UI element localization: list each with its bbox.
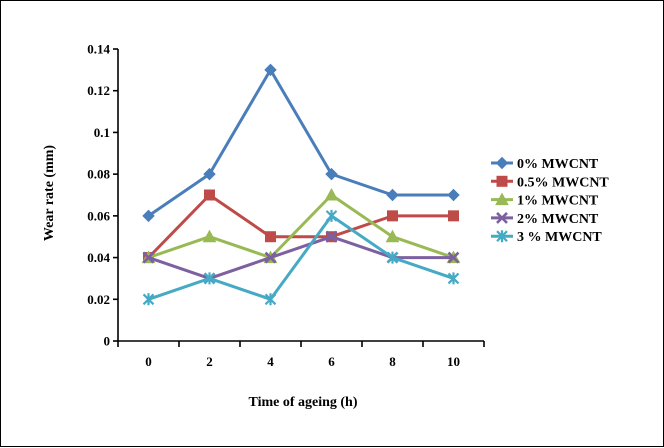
data-point [142, 251, 155, 264]
data-point [264, 63, 277, 77]
legend-item: 1% MWCNT [491, 192, 599, 209]
data-point [447, 251, 460, 264]
data-point [142, 209, 155, 223]
data-point [447, 272, 460, 285]
data-point [264, 251, 277, 264]
data-point [387, 210, 398, 222]
legend-marker [495, 192, 509, 206]
legend-item: 2% MWCNT [491, 212, 599, 227]
x-tick-label: 4 [267, 354, 274, 369]
series-line [147, 193, 454, 259]
legend-item: 3 % MWCNT [491, 230, 602, 245]
legend: 0% MWCNT 0.5% MWCNT 1% MWCNT 2% MWCNT 3 % MW… [491, 156, 609, 245]
x-tick-label: 2 [206, 354, 213, 369]
series-line [148, 214, 454, 301]
data-point [265, 231, 276, 243]
data-point [324, 187, 339, 201]
data-point [203, 167, 216, 181]
series-line [148, 235, 454, 280]
x-tick-label: 10 [447, 354, 460, 369]
y-axis: 0 0.02 0.04 0.06 0.08 0.1 0.12 0.14 [87, 42, 119, 349]
legend-label: 3 % MWCNT [517, 230, 602, 245]
y-tick-label: 0.08 [87, 167, 110, 182]
legend-marker [496, 175, 508, 187]
data-point [325, 230, 338, 243]
data-point [202, 229, 217, 243]
x-tick-label: 0 [145, 354, 152, 369]
y-tick-label: 0.04 [87, 250, 110, 265]
data-point [385, 229, 400, 243]
series-line [147, 68, 454, 218]
series-5 [142, 209, 460, 306]
data-point [325, 167, 338, 181]
series-3 [141, 187, 461, 264]
y-tick-label: 0 [104, 334, 111, 349]
legend-label: 0% MWCNT [517, 157, 599, 172]
y-tick-label: 0.1 [94, 125, 110, 140]
series-line [148, 193, 454, 260]
x-axis: 0 2 4 6 8 10 [117, 340, 485, 369]
legend-marker [495, 156, 509, 170]
legend-marker [496, 230, 508, 243]
y-axis-title: Wear rate (mm) [42, 145, 57, 241]
y-tick-label: 0.14 [87, 42, 110, 57]
data-point [386, 251, 399, 264]
data-point [447, 188, 460, 202]
data-point [204, 189, 215, 201]
legend-label: 0.5% MWCNT [517, 175, 609, 190]
legend-label: 2% MWCNT [517, 212, 599, 227]
data-point [448, 210, 459, 222]
x-tick-label: 8 [389, 354, 396, 369]
y-tick-label: 0.02 [87, 292, 110, 307]
data-point [142, 293, 155, 306]
legend-marker [496, 211, 508, 224]
data-point [203, 272, 216, 285]
x-axis-title: Time of ageing (h) [248, 395, 357, 410]
legend-item: 0.5% MWCNT [491, 175, 609, 190]
series-1 [142, 63, 460, 223]
y-tick-label: 0.12 [87, 83, 110, 98]
data-point [325, 209, 338, 222]
y-tick-label: 0.06 [87, 208, 110, 223]
x-tick-label: 6 [328, 354, 335, 369]
series-layer [141, 63, 461, 306]
data-point [264, 293, 277, 306]
data-point [386, 188, 399, 202]
legend-item: 0% MWCNT [491, 156, 599, 172]
legend-label: 1% MWCNT [517, 194, 599, 209]
